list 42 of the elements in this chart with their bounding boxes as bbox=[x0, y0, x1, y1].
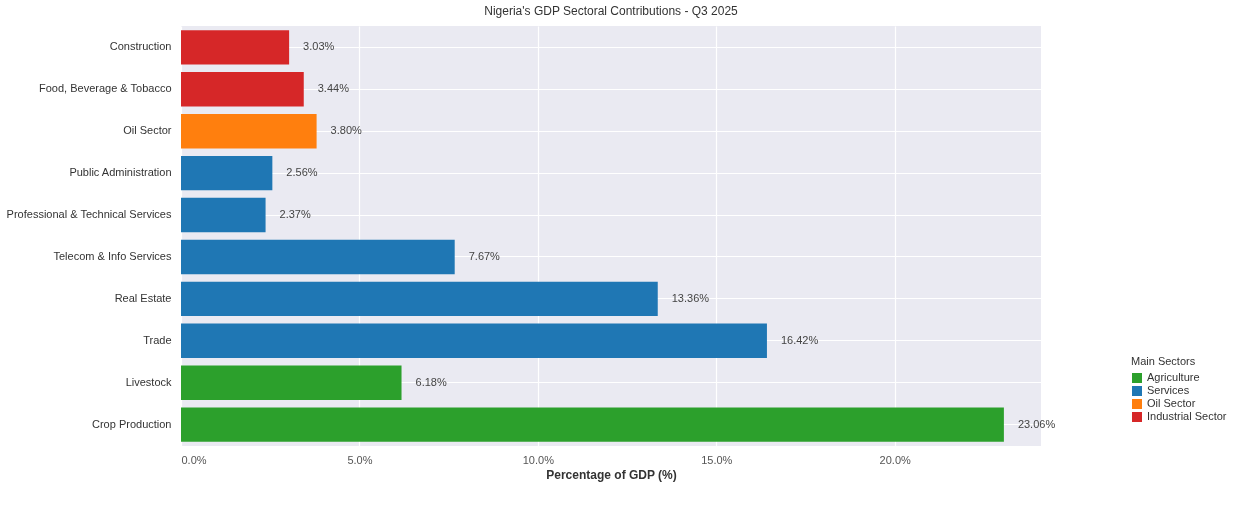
y-tick-label: Construction bbox=[109, 40, 172, 53]
data-label: 16.42% bbox=[780, 333, 819, 346]
x-tick-label: 15.0% bbox=[701, 453, 733, 466]
legend-label: Agriculture bbox=[1147, 371, 1200, 383]
y-tick-label: Oil Sector bbox=[123, 124, 172, 137]
bar bbox=[181, 239, 455, 275]
x-tick-label: 10.0% bbox=[522, 453, 555, 466]
bar bbox=[181, 114, 317, 149]
data-label: 23.06% bbox=[1017, 417, 1056, 430]
bar bbox=[181, 72, 304, 107]
data-label: 7.67% bbox=[468, 249, 501, 262]
data-label: 6.18% bbox=[415, 375, 447, 388]
legend-title: Main Sectors bbox=[1131, 355, 1196, 367]
data-label: 2.37% bbox=[279, 208, 311, 221]
y-tick-label: Trade bbox=[143, 333, 172, 346]
x-tick-label: 5.0% bbox=[347, 453, 373, 466]
legend-label: Services bbox=[1147, 384, 1190, 396]
y-tick-label: Food, Beverage & Tobacco bbox=[39, 82, 172, 95]
x-tick-label: 0.0% bbox=[181, 453, 207, 466]
data-label: 3.80% bbox=[330, 124, 363, 137]
bar bbox=[181, 30, 290, 65]
bar bbox=[181, 197, 266, 233]
x-axis-title: Percentage of GDP (%) bbox=[546, 467, 677, 482]
x-tick-label: 20.0% bbox=[879, 453, 911, 466]
data-label: 3.03% bbox=[303, 40, 335, 53]
y-tick-label: Livestock bbox=[125, 375, 172, 388]
bar bbox=[181, 155, 273, 191]
bar bbox=[181, 281, 658, 317]
data-label: 13.36% bbox=[671, 291, 710, 304]
y-tick-label: Crop Production bbox=[92, 417, 172, 430]
chart-title: Nigeria's GDP Sectoral Contributions - Q3 2025 bbox=[484, 4, 739, 18]
data-label: 2.56% bbox=[286, 166, 318, 179]
bar bbox=[181, 365, 402, 400]
y-tick-label: Telecom & Info Services bbox=[53, 249, 172, 262]
legend-label: Industrial Sector bbox=[1147, 410, 1227, 422]
bar bbox=[181, 323, 767, 358]
bar bbox=[181, 407, 1004, 442]
legend-label: Oil Sector bbox=[1147, 397, 1196, 409]
data-label: 3.44% bbox=[317, 82, 350, 95]
y-tick-label: Professional & Technical Services bbox=[6, 208, 172, 221]
y-tick-label: Public Administration bbox=[69, 166, 172, 179]
y-tick-label: Real Estate bbox=[114, 291, 172, 304]
